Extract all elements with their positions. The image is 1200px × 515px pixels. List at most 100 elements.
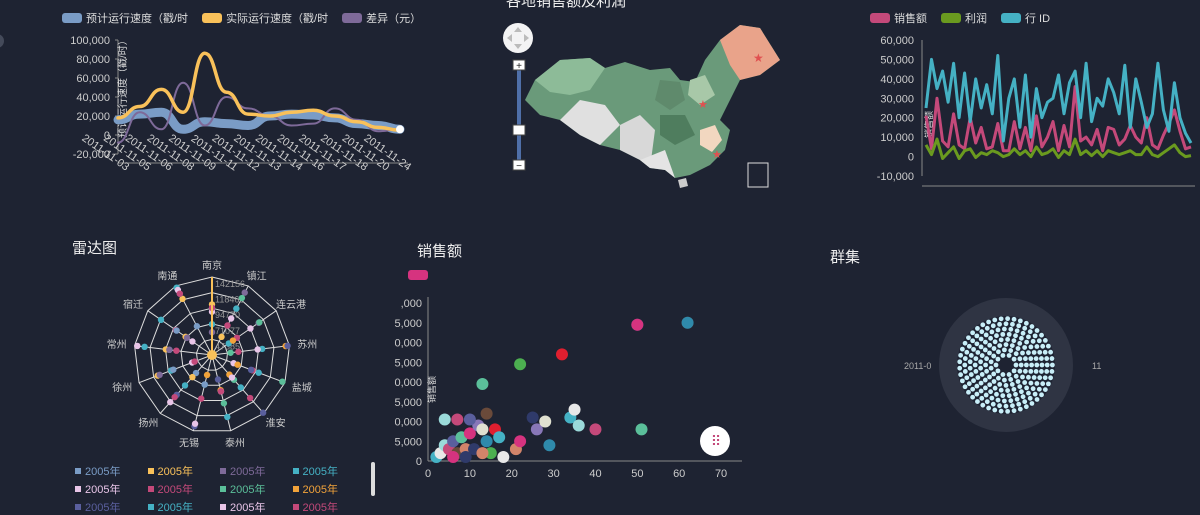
- zoom-out-button[interactable]: [512, 159, 526, 171]
- y-tick-label: 0,000: [394, 417, 422, 429]
- legend-speed-plan[interactable]: 预计运行速度（戳/时: [62, 10, 188, 26]
- radar-point: [224, 322, 231, 329]
- cluster-node: [1029, 362, 1034, 368]
- legend-swatch: [62, 13, 82, 23]
- map-title: 各地销售额及利润: [506, 0, 627, 10]
- legend-speed-actual[interactable]: 实际运行速度（戳/时: [202, 10, 328, 26]
- scatter-point: [484, 447, 497, 460]
- cluster-node: [1005, 408, 1011, 414]
- cluster-node: [995, 356, 1001, 362]
- legend-label: 行 ID: [1025, 13, 1051, 25]
- cluster-node: [991, 379, 997, 384]
- legend-profit[interactable]: 利润: [941, 10, 987, 26]
- cluster-node: [1006, 331, 1012, 337]
- scatter-point: [514, 358, 527, 371]
- radar-point: [254, 346, 261, 353]
- x-tick-label: 70: [715, 468, 727, 480]
- legend-scroll-indicator[interactable]: [371, 462, 375, 496]
- radar-legend-item[interactable]: 2005年: [147, 481, 221, 497]
- legend-sales[interactable]: 销售额: [870, 10, 927, 26]
- zoom-in-button[interactable]: [512, 59, 526, 71]
- map-pan-control[interactable]: [503, 23, 533, 53]
- cluster-node: [1011, 408, 1017, 414]
- scatter-point: [480, 435, 493, 448]
- radar-point: [229, 337, 237, 344]
- cluster-node: [1009, 382, 1015, 387]
- cluster-node: [966, 335, 971, 341]
- radar-legend-item[interactable]: 2005年: [75, 463, 148, 479]
- radar-legend-item[interactable]: 2005年: [75, 499, 148, 515]
- legend-label: 差异（元）: [366, 13, 422, 25]
- cluster-node: [962, 356, 968, 361]
- cluster-node: [1032, 391, 1038, 397]
- map-marker: ★: [712, 149, 722, 161]
- legend-label: 2005年: [157, 484, 193, 496]
- radar-point: [134, 342, 141, 350]
- legend-swatch: [75, 486, 81, 492]
- legend-label: 2005年: [157, 466, 193, 478]
- radar-point: [247, 366, 255, 374]
- radar-legend-item[interactable]: 2005年: [220, 463, 293, 479]
- radar-point: [237, 384, 244, 391]
- cluster-node: [979, 395, 985, 401]
- radar-point: [201, 381, 208, 388]
- cluster-node: [988, 365, 994, 371]
- scatter-legend-swatch[interactable]: [408, 270, 428, 280]
- cluster-node: [973, 356, 979, 361]
- cluster-node: [1009, 343, 1015, 348]
- cluster-node: [986, 405, 992, 411]
- radar-legend-item[interactable]: 2005年: [220, 499, 293, 515]
- cluster-node: [1032, 333, 1038, 339]
- cluster-node: [1011, 338, 1017, 344]
- radar-point: [224, 413, 231, 421]
- radar-point: [235, 348, 242, 355]
- radar-legend-item[interactable]: 2005年: [147, 499, 221, 515]
- radar-legend-item[interactable]: 2005年: [292, 481, 366, 497]
- radar-point: [141, 343, 148, 351]
- x-tick-label: 40: [589, 468, 601, 480]
- palette-button[interactable]: ⠿: [700, 426, 730, 456]
- collapse-handle[interactable]: [0, 34, 4, 48]
- cluster-node: [1003, 403, 1009, 409]
- cluster-node: [1013, 333, 1018, 339]
- radar-point: [203, 371, 211, 379]
- radar-point: [171, 393, 178, 401]
- cluster-node: [1048, 349, 1054, 355]
- cluster-node: [1022, 380, 1028, 385]
- series-line-2: [117, 81, 401, 144]
- cluster-node: [1039, 356, 1044, 361]
- radar-legend-item[interactable]: 2005年: [220, 481, 293, 497]
- y-tick-label: 40,000: [76, 92, 110, 104]
- zoom-slider-handle[interactable]: [512, 124, 526, 136]
- cluster-node: [998, 387, 1004, 393]
- y-tick-label: 0: [908, 152, 914, 164]
- zoom-slider-track[interactable]: [517, 65, 521, 165]
- cluster-node: [1040, 381, 1046, 387]
- cluster-node: [979, 329, 985, 335]
- cluster-node: [996, 349, 1001, 355]
- legend-diff[interactable]: 差异（元）: [342, 10, 421, 26]
- cluster-node: [1006, 372, 1012, 377]
- cluster-node: [1034, 381, 1040, 386]
- radar-legend-item[interactable]: 2005年: [147, 463, 221, 479]
- radar-legend-item[interactable]: 2005年: [75, 481, 148, 497]
- cluster-node: [964, 349, 970, 355]
- radar-point: [198, 395, 205, 402]
- cluster-node: [1048, 375, 1054, 381]
- radar-legend-item[interactable]: 2005年: [292, 463, 366, 479]
- y-tick-label: -20,000: [73, 149, 110, 161]
- x-tick-label: 20: [506, 468, 518, 480]
- scatter-point: [681, 316, 694, 329]
- cluster-node: [1011, 386, 1017, 392]
- cluster-node: [978, 380, 984, 386]
- radar-point: [167, 398, 174, 406]
- scatter-point: [451, 413, 464, 426]
- legend-row-id[interactable]: 行 ID: [1001, 10, 1050, 26]
- radar-legend-item[interactable]: 2005年: [292, 499, 366, 515]
- cluster-title: 群集: [830, 249, 861, 266]
- cluster-node: [975, 350, 981, 355]
- radar-point: [173, 327, 180, 334]
- radar-ring: [196, 338, 228, 371]
- china-map[interactable]: ★ ★ ★: [525, 25, 780, 188]
- cluster-node: [974, 383, 980, 389]
